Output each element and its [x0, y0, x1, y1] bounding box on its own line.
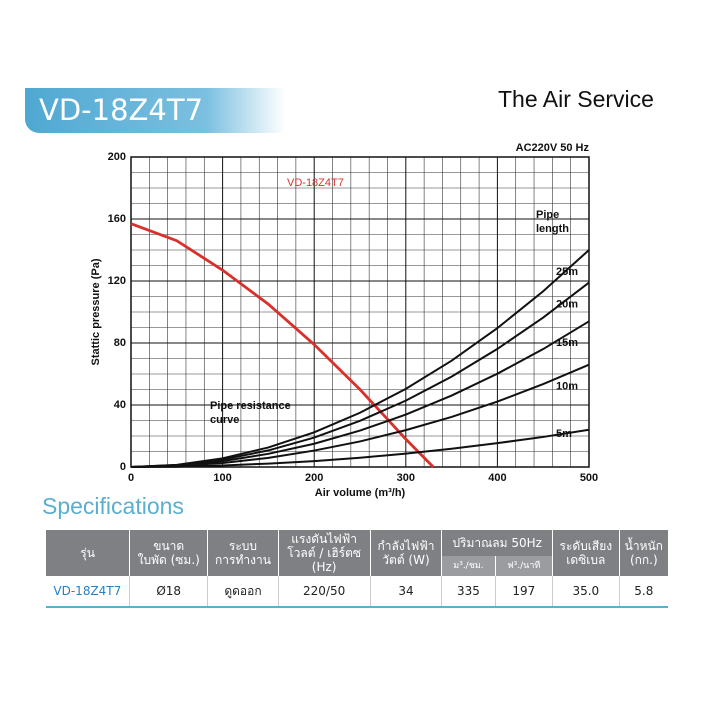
pipe-resistance-note: Pipe resistance curve — [210, 400, 291, 426]
header-text: วัตต์ (W) — [382, 553, 430, 567]
header-cell: กำลังไฟฟ้า วัตต์ (W) — [369, 530, 442, 576]
series-label: 20m — [556, 298, 578, 310]
series-line — [130, 281, 590, 468]
table-cell: 220/50 — [277, 576, 371, 608]
header-text: (Hz) — [311, 560, 337, 574]
header-text: (กก.) — [629, 553, 658, 567]
subheader-cell: ม³./ชม. — [441, 556, 496, 576]
y-tick-label: 200 — [108, 151, 126, 163]
header-text: รุ่น — [80, 546, 95, 560]
y-tick-label: 120 — [108, 275, 126, 287]
x-tick-label: 400 — [488, 472, 506, 484]
table-cell: 335 — [441, 576, 496, 608]
header-cell: ขนาด ใบพัด (ซม.) — [129, 530, 208, 576]
subheader-cell: ฟ³./นาที — [494, 556, 553, 576]
model-banner: VD-18Z4T7 — [25, 88, 285, 133]
y-axis-label: Stattic pressure (Pa) — [90, 258, 102, 365]
spec-table: รุ่น ขนาด ใบพัด (ซม.) ระบบ การทำงาน แรงดันไฟฟ… — [44, 530, 668, 608]
header-text: ปริมาณลม 50Hz — [452, 536, 542, 550]
x-tick-label: 300 — [397, 472, 415, 484]
table-cell: 35.0 — [552, 576, 620, 608]
header-text: โวลต์ / เฮิร์ตซ — [287, 546, 362, 560]
header-text: เดซิเบล — [566, 553, 606, 567]
series-label: 10m — [556, 381, 578, 393]
y-tick-label: 0 — [120, 461, 126, 473]
header-cell: ระบบ การทำงาน — [207, 530, 279, 576]
header-text: แรงดันไฟฟ้า — [291, 532, 358, 546]
table-cell: 5.8 — [618, 576, 668, 608]
y-tick-label: 80 — [114, 337, 126, 349]
header-cell: น้ำหนัก (กก.) — [618, 530, 668, 576]
header-text: การทำงาน — [215, 553, 271, 567]
header-text: ใบพัด (ซม.) — [137, 553, 200, 567]
header-text: ระบบ — [228, 539, 258, 553]
table-cell: 197 — [494, 576, 553, 608]
table-cell: VD-18Z4T7 — [45, 576, 130, 608]
x-tick-label: 500 — [580, 472, 598, 484]
brand: The Air Service — [498, 86, 654, 112]
table-cell: Ø18 — [129, 576, 208, 608]
series-line — [130, 320, 590, 468]
header-cell: ปริมาณลม 50Hz — [441, 530, 553, 556]
series-label: 15m — [556, 337, 578, 349]
table-cell: ดูดออก — [207, 576, 279, 608]
header-text: กำลังไฟฟ้า — [377, 539, 435, 553]
chart: AC220V 50 Hz Air volume (m³/h) Stattic p… — [90, 142, 598, 499]
chart-subtitle: AC220V 50 Hz — [516, 142, 590, 154]
series-line — [130, 363, 590, 468]
series-label: 25m — [556, 266, 578, 278]
y-tick-label: 160 — [108, 213, 126, 225]
header-text: ขนาด — [153, 539, 185, 553]
header-cell: ระดับเสียง เดซิเบล — [552, 530, 620, 576]
series-line — [130, 428, 590, 468]
series-label: 5m — [556, 428, 572, 440]
spec-title: Specifications — [42, 493, 184, 519]
x-tick-label: 0 — [128, 472, 134, 484]
header-text: น้ำหนัก — [624, 539, 663, 553]
pipe-length-note: Pipe length — [536, 209, 569, 235]
y-tick-label: 40 — [114, 399, 126, 411]
x-tick-label: 200 — [305, 472, 323, 484]
header-cell: รุ่น — [44, 530, 130, 576]
x-axis-label: Air volume (m³/h) — [315, 487, 406, 499]
series-line — [130, 222, 435, 468]
header-text: ระดับเสียง — [559, 539, 613, 553]
series-label: VD-18Z4T7 — [287, 177, 344, 189]
table-row: VD-18Z4T7 Ø18 ดูดออก 220/50 34 335 197 35.0 5.8 — [45, 576, 668, 608]
table-cell: 34 — [369, 576, 442, 608]
header-cell: แรงดันไฟฟ้า โวลต์ / เฮิร์ตซ (Hz) — [277, 530, 371, 576]
x-tick-label: 100 — [213, 472, 231, 484]
